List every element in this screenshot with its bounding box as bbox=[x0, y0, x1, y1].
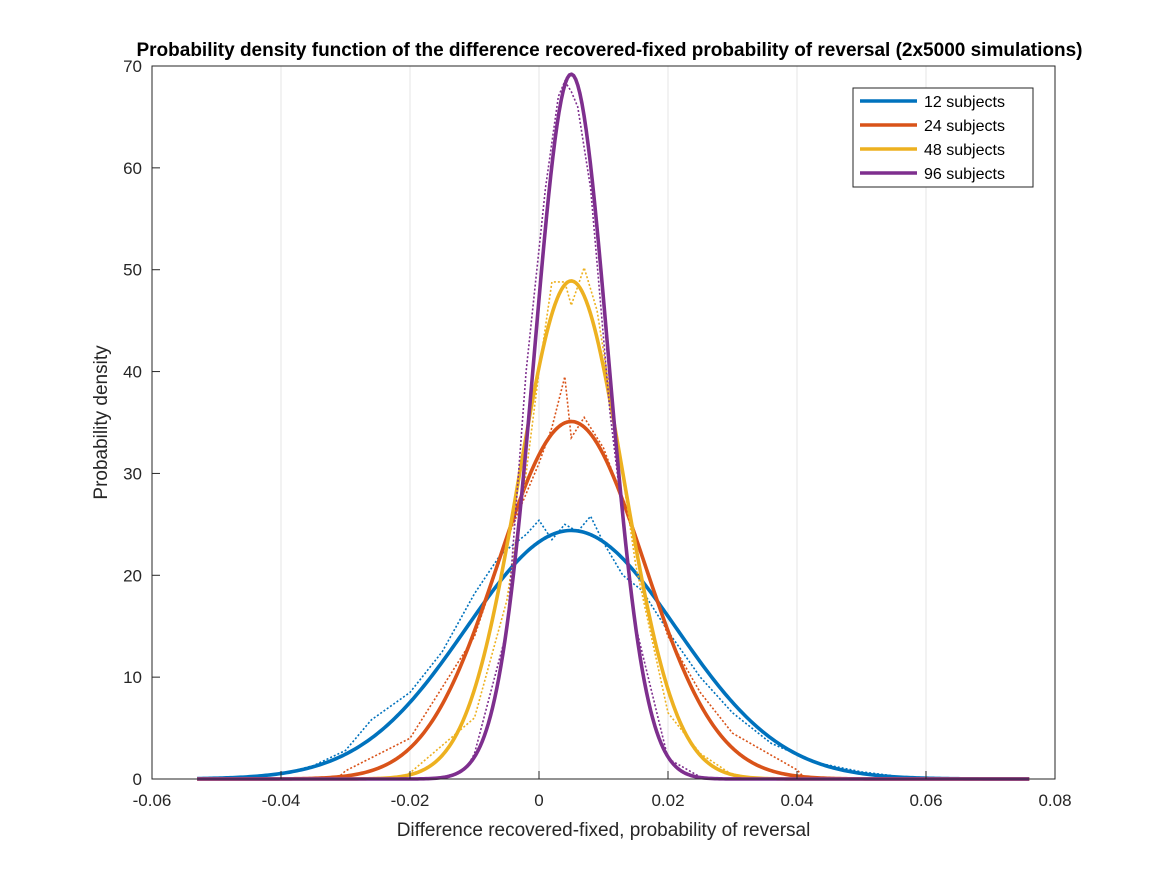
axes bbox=[151, 65, 1056, 780]
x-tick-label: -0.06 bbox=[133, 791, 172, 810]
tick-labels: -0.06 -0.04 -0.02 0 0.02 0.04 0.06 0.08 0 10 20 30 4… bbox=[123, 57, 1071, 810]
x-tick-label: 0.04 bbox=[780, 791, 813, 810]
x-tick-label: 0.06 bbox=[909, 791, 942, 810]
y-tick-label: 30 bbox=[123, 464, 142, 483]
x-tick-label: 0.02 bbox=[651, 791, 684, 810]
legend: 12 subjects 24 subjects 48 subjects 96 subj… bbox=[852, 87, 1034, 188]
legend-entry: 12 subjects bbox=[924, 94, 1005, 111]
legend-entry: 24 subjects bbox=[924, 118, 1005, 135]
y-tick-label: 10 bbox=[123, 668, 142, 687]
x-tick-label: 0.08 bbox=[1038, 791, 1071, 810]
legend-entry: 48 subjects bbox=[924, 142, 1005, 159]
legend-entry: 96 subjects bbox=[924, 166, 1005, 183]
y-tick-label: 0 bbox=[133, 770, 142, 789]
grid bbox=[280, 66, 927, 779]
y-tick-label: 60 bbox=[123, 159, 142, 178]
y-tick-label: 70 bbox=[123, 57, 142, 76]
y-axis-label: Probability density bbox=[91, 345, 112, 500]
series-fit-line bbox=[197, 528, 1030, 781]
chart-title: Probability density function of the diff… bbox=[136, 40, 1082, 61]
y-tick-label: 20 bbox=[123, 566, 142, 585]
x-tick-label: -0.02 bbox=[391, 791, 430, 810]
plot-area-frame bbox=[151, 65, 1056, 780]
y-tick-label: 50 bbox=[123, 261, 142, 280]
x-tick-label: 0 bbox=[534, 791, 543, 810]
y-tick-label: 40 bbox=[123, 363, 142, 382]
legend-box bbox=[852, 87, 1034, 188]
x-axis-label: Difference recovered-fixed, probability … bbox=[397, 820, 811, 841]
x-tick-label: -0.04 bbox=[262, 791, 301, 810]
